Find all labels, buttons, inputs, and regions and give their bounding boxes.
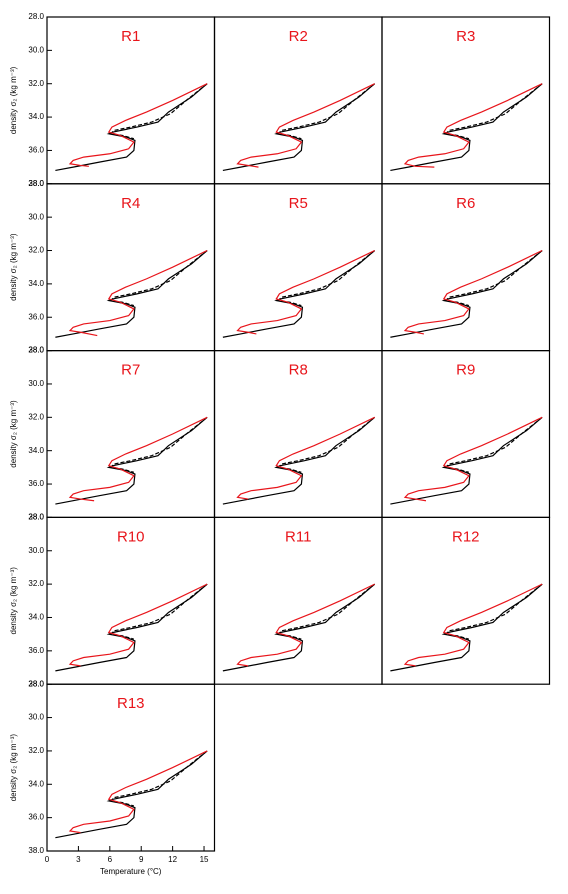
profile-line <box>390 416 543 505</box>
panel-title: R11 <box>285 528 311 545</box>
y-tick-label: 28.0 <box>28 12 44 21</box>
y-tick-label: 34.0 <box>28 112 44 121</box>
x-tick-label: 3 <box>76 855 81 864</box>
y-tick-label: 28.0 <box>28 346 44 355</box>
y-axis-label: density σ₂ (kg m⁻³) <box>9 567 18 635</box>
profile-line <box>390 250 543 338</box>
y-tick-label: 28.0 <box>28 513 44 522</box>
profile-line <box>109 250 208 307</box>
profile-line <box>277 250 376 307</box>
y-tick-label: 34.0 <box>28 613 44 622</box>
profile-line <box>236 583 375 667</box>
y-axis-label: density σ₂ (kg m⁻³) <box>9 400 18 468</box>
profile-line <box>222 250 376 338</box>
panel-frame <box>46 683 216 852</box>
y-tick-label: 30.0 <box>28 212 44 221</box>
y-tick-label: 34.0 <box>28 779 44 788</box>
profile-line <box>444 250 543 307</box>
profile-line <box>55 583 208 672</box>
profile-line <box>68 416 208 502</box>
y-axis-label: density σ₂ (kg m⁻³) <box>9 66 18 134</box>
y-tick-label: 38.0 <box>28 346 44 355</box>
profile-line <box>68 750 208 834</box>
profile-line <box>222 83 376 172</box>
y-tick-label: 32.0 <box>28 79 44 88</box>
profile-line <box>109 750 208 807</box>
x-tick-label: 15 <box>200 855 209 864</box>
panel-title: R5 <box>289 195 308 212</box>
panel-title: R7 <box>121 362 140 379</box>
y-tick-label: 36.0 <box>28 646 44 655</box>
profile-line <box>403 416 543 502</box>
profile-line <box>277 416 376 473</box>
y-tick-label: 28.0 <box>28 179 44 188</box>
y-tick-label: 36.0 <box>28 146 44 155</box>
y-tick-label: 30.0 <box>28 379 44 388</box>
panel-title: R3 <box>456 28 475 45</box>
profile-line <box>68 249 208 337</box>
panel-title: R4 <box>121 195 140 212</box>
panel-title: R6 <box>456 195 475 212</box>
profile-line <box>444 583 543 640</box>
y-tick-label: 38.0 <box>28 513 44 522</box>
y-tick-label: 32.0 <box>28 246 44 255</box>
profile-line <box>390 583 543 672</box>
x-axis-label: Temperature (°C) <box>100 867 162 876</box>
y-tick-label: 38.0 <box>28 179 44 188</box>
profile-line <box>68 583 208 667</box>
profile-line <box>68 83 208 167</box>
profile-line <box>403 583 543 667</box>
y-tick-label: 36.0 <box>28 312 44 321</box>
x-tick-label: 9 <box>139 855 144 864</box>
profile-line <box>236 249 375 335</box>
y-tick-label: 36.0 <box>28 479 44 488</box>
x-tick-label: 12 <box>168 855 177 864</box>
profile-line <box>55 250 208 338</box>
profile-line <box>390 83 543 172</box>
profile-line <box>222 416 376 505</box>
panel-title: R12 <box>452 528 480 545</box>
profile-line <box>55 83 208 172</box>
profile-line <box>222 583 376 672</box>
y-tick-label: 32.0 <box>28 579 44 588</box>
y-tick-label: 38.0 <box>28 679 44 688</box>
profile-line <box>55 750 208 839</box>
y-axis-label: density σ₂ (kg m⁻³) <box>9 233 18 301</box>
y-tick-label: 34.0 <box>28 446 44 455</box>
panel-title: R10 <box>117 528 145 545</box>
y-axis-label: density σ₂ (kg m⁻³) <box>9 734 18 802</box>
y-tick-label: 32.0 <box>28 746 44 755</box>
profile-line <box>277 83 376 140</box>
y-tick-label: 36.0 <box>28 813 44 822</box>
y-tick-label: 30.0 <box>28 713 44 722</box>
profile-line <box>55 416 208 505</box>
panel-title: R8 <box>289 362 308 379</box>
profile-line <box>109 583 208 640</box>
y-tick-label: 34.0 <box>28 279 44 288</box>
y-tick-label: 28.0 <box>28 679 44 688</box>
profile-line <box>277 583 376 640</box>
x-tick-label: 0 <box>45 855 50 864</box>
y-tick-label: 30.0 <box>28 45 44 54</box>
profile-line <box>403 249 543 335</box>
panel-title: R1 <box>121 28 140 45</box>
profile-line <box>444 416 543 473</box>
profile-line <box>109 416 208 473</box>
profile-line <box>444 83 543 140</box>
y-tick-label: 32.0 <box>28 412 44 421</box>
y-tick-label: 30.0 <box>28 546 44 555</box>
profile-line <box>236 416 375 500</box>
panel-title: R9 <box>456 362 475 379</box>
profile-line <box>109 83 208 140</box>
profile-line <box>236 83 375 168</box>
y-tick-label: 38.0 <box>28 846 44 855</box>
panel-title: R13 <box>117 695 145 712</box>
panel-frame <box>381 516 551 685</box>
panel-title: R2 <box>289 28 308 45</box>
profile-line <box>403 83 543 168</box>
x-tick-label: 6 <box>108 855 113 864</box>
